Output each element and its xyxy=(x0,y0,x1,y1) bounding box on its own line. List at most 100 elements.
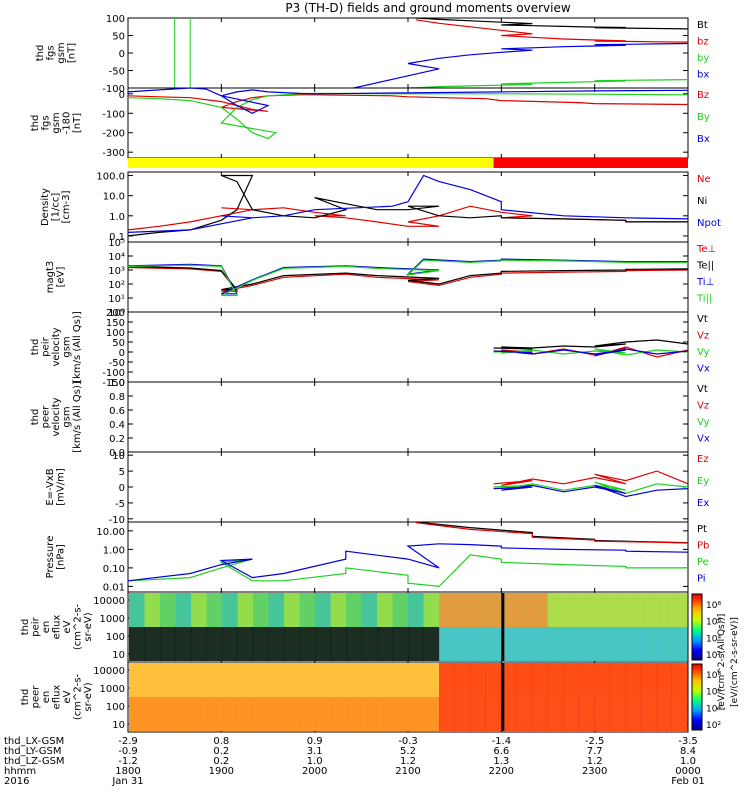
legend-item: Pi xyxy=(697,574,706,585)
spectrogram-column xyxy=(222,627,238,661)
y-label-line: peer xyxy=(31,685,42,709)
legend-item: Ex xyxy=(697,498,709,509)
spectrogram-column xyxy=(222,593,238,627)
y-tick-label: 0 xyxy=(119,90,125,101)
spectrogram-column xyxy=(377,593,393,627)
spectrogram-column xyxy=(237,663,254,697)
panel-frame xyxy=(127,17,689,89)
spectrogram-column xyxy=(594,663,610,697)
x-tick-value: 6.6 xyxy=(493,746,509,757)
spectrogram-column xyxy=(377,627,393,661)
spectrogram-column xyxy=(640,697,657,731)
y-tick-label: 10³ xyxy=(108,266,125,277)
x-tick-value: -2.9 xyxy=(118,736,138,747)
y-tick-label: 1.0 xyxy=(109,378,125,389)
y-label-line: eV xyxy=(62,620,73,633)
series-line-ti|| xyxy=(127,259,688,297)
colorbar-tick-label: 10⁴ xyxy=(706,704,721,714)
y-label-line: thd xyxy=(30,339,41,356)
y-tick-label: -100 xyxy=(102,84,125,95)
spectrogram-column xyxy=(222,697,238,731)
spectrogram-column xyxy=(392,663,409,697)
spectrogram-column xyxy=(470,627,486,661)
x-row-label: hhmm xyxy=(4,766,36,777)
spectrogram-column xyxy=(284,663,300,697)
legend-item: Pb xyxy=(697,541,709,552)
colorbar xyxy=(691,593,703,661)
spectrogram xyxy=(129,663,688,731)
spectrogram-column xyxy=(191,663,207,697)
y-label-line: peir xyxy=(41,336,52,356)
spectrogram-column xyxy=(160,627,176,661)
y-tick-label: 50 xyxy=(112,32,125,43)
series-line-bz xyxy=(415,19,689,43)
colorbar-label-2: [eV/(cm^2-s-sr-eV)] xyxy=(730,617,740,707)
y-axis-label: E=-VxB [mV/m] xyxy=(45,468,67,506)
y-label-line: E=-VxB xyxy=(45,468,56,505)
spectrogram-column xyxy=(640,663,657,697)
spectrogram-column xyxy=(315,663,331,697)
spectrogram-column xyxy=(485,593,502,627)
y-axis-label: thd fgs gsm [nT] xyxy=(35,42,78,63)
y-tick-label: 0 xyxy=(119,49,125,60)
spectrogram-column xyxy=(284,593,300,627)
y-label-line: peer xyxy=(41,405,52,429)
y-tick-label: 150 xyxy=(106,318,125,329)
spectrogram-column xyxy=(253,697,269,731)
spectrogram-column xyxy=(454,627,471,661)
y-tick-label: 10 xyxy=(112,451,125,462)
series-line-te⊥ xyxy=(127,266,689,292)
y-label-line: sr-eV) xyxy=(83,682,94,711)
spectrogram-column xyxy=(253,663,269,697)
spectrogram-column xyxy=(361,627,378,661)
spectrogram-column xyxy=(175,697,192,731)
spectrogram-column xyxy=(315,627,331,661)
spectrogram-column xyxy=(516,593,533,627)
y-label-line: -180 xyxy=(62,112,73,135)
spectrogram-column xyxy=(191,593,207,627)
y-tick-label: -100 xyxy=(102,109,125,120)
x-tick-value: 2000 xyxy=(302,766,327,777)
y-tick-label: -150 xyxy=(102,378,125,389)
y-tick-label: 10⁵ xyxy=(108,238,125,249)
x-tick-value: 0.2 xyxy=(213,756,229,767)
x-tick-value: 1.0 xyxy=(307,756,323,767)
spectrogram-column xyxy=(594,697,610,731)
spectrogram-column xyxy=(532,663,548,697)
y-tick-label: 100 xyxy=(106,328,125,339)
colorbar-label: [eV/(cm^2-s(All Qs))] xyxy=(717,614,727,711)
spectrogram-column xyxy=(361,663,378,697)
y-tick-label: 100 xyxy=(106,632,125,643)
series-line-by xyxy=(127,92,689,140)
colorbar-tick-label: 10⁴ xyxy=(706,634,721,644)
legend-item: Te⊥ xyxy=(696,244,716,255)
x-tick-value: -1.4 xyxy=(492,736,512,747)
status-bar-yellow xyxy=(128,158,494,168)
x-tick-value: 8.4 xyxy=(680,746,696,757)
spectrogram-column xyxy=(439,593,455,627)
spectrogram-column xyxy=(547,663,564,697)
spectrogram-column xyxy=(439,627,455,661)
x-tick-value: 3.1 xyxy=(307,746,323,757)
series-line-npot xyxy=(127,174,689,233)
spectrogram-gap xyxy=(501,663,505,731)
legend-item: Ey xyxy=(697,476,709,487)
series-line-te|| xyxy=(127,265,689,291)
y-label-line: [nT] xyxy=(72,113,83,133)
y-tick-label: 10.0 xyxy=(103,192,125,203)
panel-frame xyxy=(127,311,689,383)
legend-item: Te|| xyxy=(696,261,714,272)
spectrogram-column xyxy=(470,697,486,731)
x-year: 2016 xyxy=(4,776,29,787)
spectrogram-column xyxy=(377,697,393,731)
spectrogram-column xyxy=(656,663,672,697)
y-axis-label: Density [1/cc] [cm-3] xyxy=(40,188,72,226)
y-tick-label: -5 xyxy=(115,499,125,510)
colorbar-tick-label: 10² xyxy=(706,651,721,661)
legend-item: Vt xyxy=(697,314,708,325)
y-tick-label: -50 xyxy=(109,358,125,369)
spectrogram-column xyxy=(609,593,626,627)
y-tick-label: 1.00 xyxy=(103,545,125,556)
spectrogram-column xyxy=(454,663,471,697)
legend-item: Vz xyxy=(697,331,709,342)
